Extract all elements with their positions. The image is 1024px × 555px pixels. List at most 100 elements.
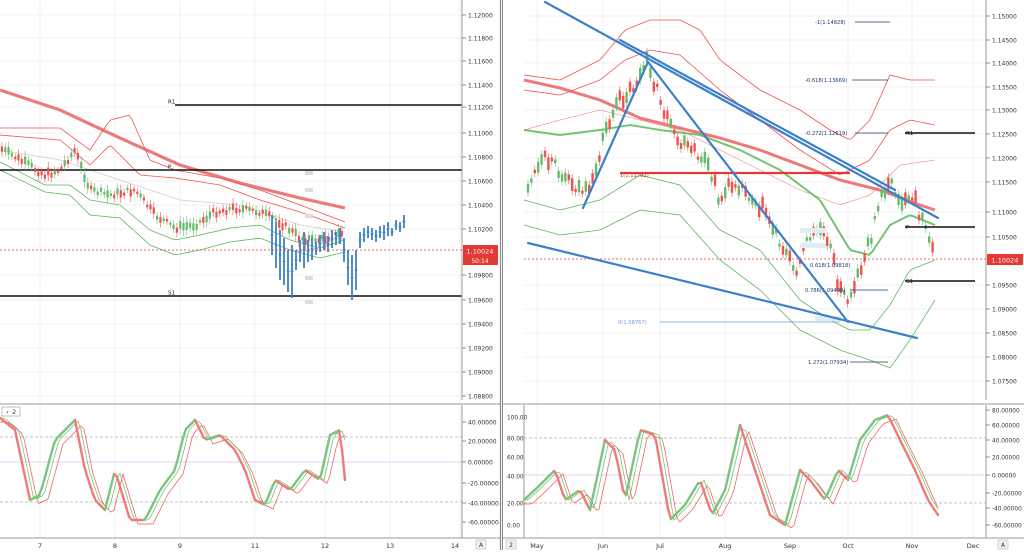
right-osc-main-segment: [749, 452, 752, 461]
right-price-label: 1.12000: [992, 156, 1017, 163]
right-candle-body: [537, 162, 539, 173]
left-osc-label-box[interactable]: [2, 407, 20, 416]
left-candle-body: [93, 187, 95, 191]
right-candle-body: [585, 181, 587, 191]
right-osc-main-segment: [758, 479, 761, 488]
left-faint-label: [305, 300, 313, 304]
left-price-label: 1.10800: [468, 155, 493, 162]
right-candle-body: [846, 299, 848, 303]
right-price-label: 1.13000: [992, 108, 1017, 115]
right-candle-body: [880, 190, 882, 197]
left-candle-body: [192, 223, 194, 230]
left-osc-axis-label: 20.00000: [468, 439, 497, 446]
right-candle-body: [863, 254, 865, 262]
right-level-label: S1: [906, 279, 913, 285]
right-trendline-fall[interactable]: [648, 62, 848, 322]
left-candle-body: [301, 237, 303, 240]
right-candle-body: [785, 249, 787, 256]
left-candle-body: [54, 170, 56, 174]
right-price-axis[interactable]: 1.150001.145001.140001.135001.130001.125…: [986, 14, 1017, 386]
right-trendline-lower[interactable]: [528, 243, 917, 338]
right-osc-right-label: -40.00000: [992, 507, 1022, 513]
left-price-label: 1.09200: [468, 346, 493, 353]
left-candle-body: [285, 223, 287, 226]
left-candle-body: [265, 210, 267, 216]
right-trendline-fan[interactable]: [620, 40, 895, 190]
right-price-label: 1.09500: [992, 283, 1017, 290]
left-candle-body: [199, 220, 201, 222]
left-candle-body: [156, 216, 158, 220]
left-candle-body: [291, 229, 293, 233]
left-candle-body: [14, 157, 16, 159]
left-candle-body: [140, 193, 142, 197]
left-candle-body: [229, 207, 231, 210]
left-price-label: 1.09000: [468, 370, 493, 377]
right-candle-body: [612, 110, 614, 118]
left-candle-body: [232, 204, 234, 210]
right-osc-label: 2: [509, 542, 513, 549]
right-osc-main-segment: [602, 440, 605, 454]
right-candle-body: [602, 133, 604, 141]
left-candle-body: [74, 148, 76, 153]
right-candle-body: [914, 190, 916, 202]
right-candle-body: [697, 157, 699, 160]
right-candle-body: [534, 170, 536, 174]
right-candle-body: [731, 182, 733, 193]
right-candle-body: [530, 178, 532, 182]
left-candle-body: [64, 160, 66, 166]
right-candle-body: [700, 157, 702, 163]
right-osc-main-segment: [701, 483, 704, 492]
left-candle-body: [295, 229, 297, 237]
right-trend-lines[interactable]: [528, 2, 938, 338]
right-osc-main-segment: [731, 451, 734, 464]
right-osc-main-segment: [752, 461, 755, 470]
right-oscillator-pane[interactable]: [524, 415, 986, 527]
left-candle-body: [110, 193, 112, 196]
right-candle-body: [605, 122, 607, 133]
left-price-label: 1.11600: [468, 59, 493, 66]
right-candle-body: [931, 242, 933, 253]
right-price-label: 1.11500: [992, 180, 1017, 187]
right-osc-main-segment: [791, 492, 794, 503]
left-candle-body: [153, 207, 155, 214]
right-candle-body: [656, 84, 658, 87]
right-candle-body: [666, 111, 668, 120]
left-candle-body: [212, 208, 214, 212]
right-osc-main-segment: [560, 485, 563, 494]
right-candle-body: [544, 151, 546, 157]
right-osc-main-segment: [707, 500, 710, 509]
left-candle-body: [321, 235, 323, 239]
left-candle-body: [196, 224, 198, 230]
right-osc-main-segment: [764, 497, 767, 506]
right-candle-body: [860, 265, 862, 275]
left-price-label: 1.11400: [468, 83, 493, 90]
left-price-label: 1.11000: [468, 131, 493, 138]
left-candle-body: [176, 228, 178, 233]
left-candle-body: [242, 205, 244, 212]
right-candle-body: [659, 100, 661, 105]
right-candle-body: [724, 187, 726, 198]
right-trendline-rise[interactable]: [583, 62, 648, 208]
left-candle-body: [80, 162, 82, 169]
right-level-label: P: [906, 225, 910, 231]
left-candle-body: [120, 190, 122, 197]
left-candle-body: [308, 235, 310, 240]
right-candle-body: [707, 158, 709, 171]
right-time-label: Jun: [597, 542, 608, 550]
right-osc-main-segment: [632, 453, 635, 467]
right-osc-main-segment: [668, 509, 671, 519]
right-osc-axis: 100.0080.0060.0040.0020.000.0080.0000060…: [507, 409, 1022, 530]
left-price-label: 1.12000: [468, 13, 493, 20]
left-time-label: 14: [451, 542, 459, 550]
left-candle-body: [97, 192, 99, 196]
left-price-label: 1.08800: [468, 394, 493, 401]
right-upper-envelope: [524, 20, 935, 139]
right-osc-main-segment: [635, 439, 638, 453]
right-candle-body: [598, 155, 600, 162]
right-candle-body: [693, 143, 695, 151]
right-candle-body: [540, 154, 542, 164]
